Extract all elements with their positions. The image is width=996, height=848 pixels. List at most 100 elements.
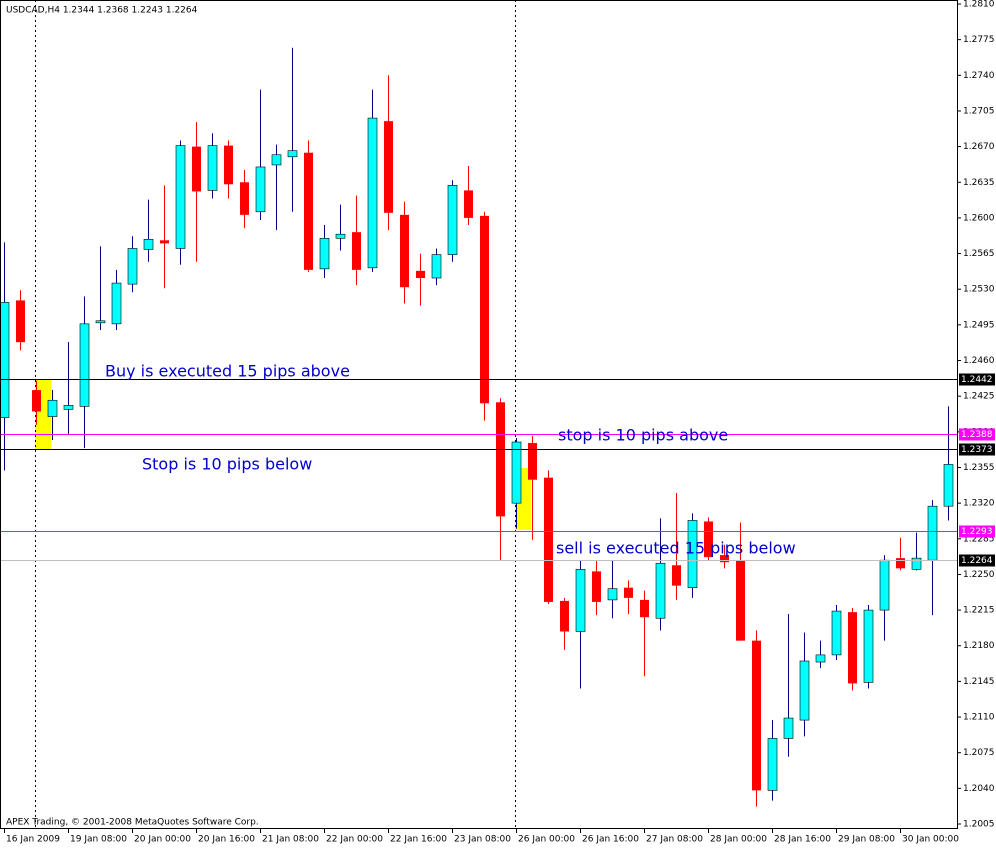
candle-body (640, 599, 649, 618)
y-tick-label: 1.2635 (963, 178, 995, 188)
y-tick-label: 1.2530 (963, 285, 995, 295)
candle-body (111, 282, 122, 325)
y-tick-label: 1.2285 (963, 534, 995, 544)
y-tick-label: 1.2705 (963, 106, 995, 116)
x-tick-label: 23 Jan 08:00 (454, 835, 511, 845)
candle-body (943, 464, 954, 507)
candle-body (496, 402, 505, 517)
candle-body (704, 521, 713, 558)
candle-body (255, 166, 266, 213)
candle-body (464, 190, 473, 218)
x-tick-label: 29 Jan 08:00 (838, 835, 895, 845)
y-tick-label: 1.2180 (963, 641, 995, 651)
y-tick-label: 1.2810 (963, 0, 995, 10)
annotation: stop is 10 pips above (558, 426, 728, 445)
level-label: 1.2442 (961, 375, 993, 385)
x-tick-label: 21 Jan 08:00 (262, 835, 319, 845)
y-tick-label: 1.2005 (963, 820, 995, 830)
candle-body (384, 121, 393, 213)
candle-body (304, 152, 313, 270)
candle-body (192, 146, 201, 192)
candle-body (687, 520, 698, 588)
candle-body (224, 145, 233, 185)
y-tick-label: 1.2215 (963, 606, 995, 616)
y-tick-label: 1.2670 (963, 142, 995, 152)
axes: 1.2810 1.2775 1.2740 1.2705 1.2670 1.2635 1.26… (4, 0, 995, 845)
candle-body (63, 405, 74, 410)
candle-body (400, 214, 409, 288)
levels (0, 379, 957, 561)
candle-body (560, 600, 569, 632)
candle-body (287, 150, 298, 158)
candle-body (831, 610, 842, 656)
candle-body (0, 302, 10, 418)
candle-body (95, 320, 106, 324)
candle-body (271, 154, 282, 166)
candle-body (911, 557, 922, 570)
candle-body (431, 254, 442, 279)
level-label-box (959, 554, 995, 567)
x-tick-label: 20 Jan 00:00 (134, 835, 191, 845)
x-tick-label: 22 Jan 00:00 (326, 835, 383, 845)
candle-body (240, 182, 249, 215)
candle-body (143, 239, 154, 250)
candle-body (528, 443, 537, 480)
candle-body (720, 555, 729, 563)
candle-body (207, 145, 218, 191)
y-tick-label: 1.2425 (963, 392, 995, 402)
candle-body (863, 609, 874, 683)
candle-body (879, 559, 890, 611)
x-tick-label: 28 Jan 16:00 (774, 835, 831, 845)
candle-body (575, 569, 586, 632)
level-label-box (959, 443, 995, 456)
y-tick-label: 1.2075 (963, 748, 995, 758)
x-tick-label: 19 Jan 08:00 (70, 835, 127, 845)
candle-body (16, 300, 25, 343)
y-tick-label: 1.2145 (963, 677, 995, 687)
y-tick-label: 1.2565 (963, 249, 995, 259)
level-label-box (959, 525, 995, 538)
candle-body (160, 240, 169, 244)
candle-body (47, 399, 58, 417)
y-tick-label: 1.2320 (963, 499, 995, 509)
x-tick-label: 16 Jan 2009 (6, 835, 60, 845)
plot-frame (0, 0, 958, 829)
x-tick-label: 20 Jan 16:00 (198, 835, 255, 845)
candle-body (79, 323, 90, 407)
candle-body (480, 215, 489, 404)
x-tick-label: 30 Jan 00:00 (902, 835, 959, 845)
x-tick-label: 27 Jan 08:00 (646, 835, 703, 845)
level-label: 1.2373 (961, 445, 993, 455)
candle-body (335, 233, 346, 239)
candle-body (607, 588, 618, 601)
candle-body (752, 640, 761, 791)
candle-body (624, 587, 633, 598)
candle-body (655, 562, 666, 619)
annotation: Buy is executed 15 pips above (105, 362, 350, 381)
y-tick-label: 1.2355 (963, 463, 995, 473)
candle-body (592, 571, 601, 602)
candle-body (848, 612, 857, 684)
y-tick-label: 1.2495 (963, 320, 995, 330)
x-tick-label: 26 Jan 00:00 (518, 835, 575, 845)
candle-body (511, 441, 522, 504)
y-tick-label: 1.2600 (963, 213, 995, 223)
candle-body (367, 117, 378, 269)
candle-body (416, 270, 425, 279)
candle-body (896, 558, 905, 569)
candle-body (672, 565, 681, 586)
candle-body (175, 145, 186, 249)
x-tick-label: 22 Jan 16:00 (390, 835, 447, 845)
candle-body (767, 738, 778, 791)
x-tick-label: 28 Jan 00:00 (710, 835, 767, 845)
candle-body (447, 185, 458, 255)
y-tick-label: 1.2740 (963, 71, 995, 81)
candle-body (32, 390, 41, 412)
candle-body (319, 237, 330, 270)
candle-body (127, 248, 138, 285)
chart-title: USDCAD,H4 1.2344 1.2368 1.2243 1.2264 (6, 6, 198, 16)
y-tick-label: 1.2250 (963, 570, 995, 580)
y-tick-label: 1.2110 (963, 713, 995, 723)
level-label: 1.2264 (961, 556, 993, 566)
